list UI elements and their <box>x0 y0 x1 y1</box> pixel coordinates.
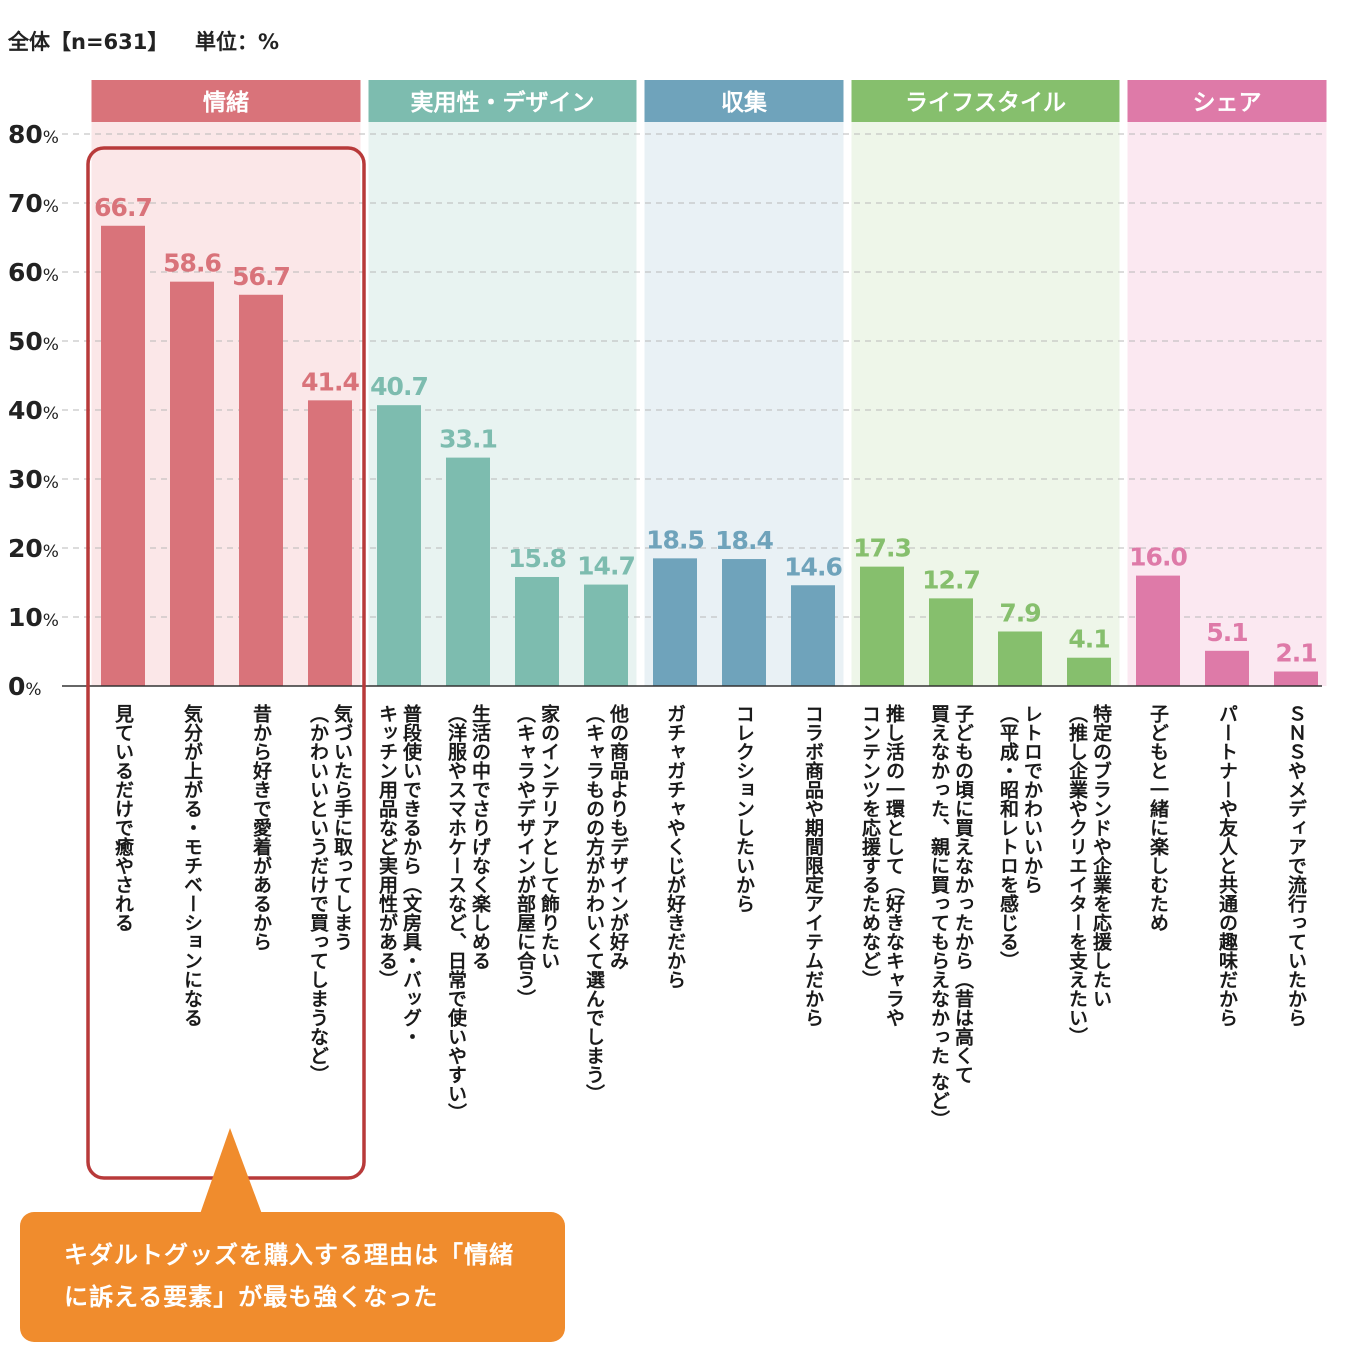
category-label: 他の商品よりもデザインが好み <box>607 703 630 970</box>
callout-pointer <box>200 1128 262 1214</box>
bar <box>929 598 973 686</box>
group-header <box>1127 80 1327 122</box>
category-label: パートナーや友人と共通の趣味だから <box>1216 704 1239 1027</box>
category-label: 気づいたら手に取ってしまう <box>331 703 353 951</box>
value-label: 18.4 <box>715 526 773 555</box>
value-label: 12.7 <box>922 565 980 594</box>
y-tick-label: 30% <box>8 465 59 494</box>
category-label: ガチャガチャやくじが好きだから <box>664 704 687 989</box>
bar <box>170 281 214 686</box>
group-header-label: 実用性・デザイン <box>411 89 595 116</box>
group-header <box>851 80 1120 122</box>
group-header <box>91 80 361 122</box>
category-label: 生活の中でさりげなく楽しめる <box>469 703 491 970</box>
value-label: 56.7 <box>232 262 290 291</box>
category-label: 普段使いできるから（文房具・バッグ・ <box>400 703 423 1046</box>
category-label: （かわいいというだけで買ってしまうなど） <box>307 704 329 1084</box>
value-label: 14.6 <box>784 552 842 581</box>
bar <box>308 400 352 686</box>
bar <box>1205 650 1249 686</box>
bar <box>515 576 559 686</box>
group-header <box>644 80 844 122</box>
chart-meta: 全体【n=631】 単位：% <box>8 26 279 56</box>
bar <box>860 566 904 686</box>
value-label: 17.3 <box>853 534 911 563</box>
bar <box>722 559 766 686</box>
category-label: レトロでかわいいから <box>1021 704 1043 894</box>
value-label: 14.7 <box>577 552 635 581</box>
value-label: 41.4 <box>301 367 359 396</box>
sample-size-label: 全体【n=631】 <box>8 30 169 54</box>
callout-line-2: に訴える要素」が最も強くなった <box>64 1283 439 1311</box>
category-label: 見ているだけで癒やされる <box>112 704 134 932</box>
bar <box>446 457 490 686</box>
category-label: コラボ商品や期間限定アイテムだから <box>802 704 824 1027</box>
y-tick-label: 80% <box>8 120 59 149</box>
category-label: （推し企業やクリエイターを支えたい） <box>1066 704 1089 1046</box>
unit-label: 単位：% <box>195 30 280 54</box>
bar <box>377 405 421 686</box>
value-label: 16.0 <box>1129 543 1187 572</box>
category-label: （キャラやデザインが部屋に合う） <box>514 704 536 1008</box>
value-label: 66.7 <box>94 193 152 222</box>
group-header-label: 情緒 <box>203 89 249 116</box>
value-label: 18.5 <box>646 525 704 554</box>
category-label: ＳＮＳやメディアで流行っていたから <box>1285 704 1308 1027</box>
value-label: 4.1 <box>1068 625 1109 654</box>
group-header-label: ライフスタイル <box>905 90 1066 116</box>
y-tick-label: 10% <box>8 603 59 632</box>
bar <box>1067 657 1111 686</box>
bar <box>584 584 628 686</box>
y-tick-label: 50% <box>8 327 59 356</box>
category-label: 昔から好きで愛着があるから <box>250 704 273 951</box>
bar <box>1274 671 1318 686</box>
category-label: （キャラものの方がかわいくて選んでしまう） <box>583 704 605 1103</box>
category-label: 家のインテリアとして飾りたい <box>538 703 560 970</box>
group-header-label: 収集 <box>721 89 768 116</box>
bar <box>1136 575 1180 686</box>
bar <box>239 294 283 686</box>
bar <box>101 225 145 686</box>
value-label: 33.1 <box>439 425 497 454</box>
group-header-label: シェア <box>1193 90 1262 116</box>
group-header <box>368 80 637 122</box>
value-label: 15.8 <box>508 544 566 573</box>
callout-box: キダルトグッズを購入する理由は「情緒 に訴える要素」が最も強くなった <box>20 1212 565 1342</box>
category-label: キッチン用品など実用性がある） <box>376 704 398 989</box>
y-tick-label: 0% <box>8 672 42 701</box>
category-label: （平成・昭和レトロを感じる） <box>997 704 1019 970</box>
category-label: （洋服やスマホケースなど、日常で使いやすい） <box>445 704 468 1122</box>
value-label: 58.6 <box>163 249 221 278</box>
bar <box>998 631 1042 686</box>
value-label: 2.1 <box>1275 639 1316 668</box>
y-tick-label: 20% <box>8 534 59 563</box>
y-tick-label: 40% <box>8 396 59 425</box>
bar <box>791 585 835 686</box>
category-label: 特定のブランドや企業を応援したい <box>1090 704 1113 1008</box>
value-label: 7.9 <box>999 598 1040 627</box>
category-label: 子どもと一緒に楽しむため <box>1147 704 1169 932</box>
category-label: 推し活の一環として（好きなキャラや <box>883 703 906 1027</box>
y-tick-label: 70% <box>8 189 59 218</box>
value-label: 5.1 <box>1206 618 1247 647</box>
category-label: コレクションしたいから <box>733 704 755 913</box>
category-label: 子どもの頃に買えなかったから（昔は高くて <box>952 704 974 1084</box>
callout-line-1: キダルトグッズを購入する理由は「情緒 <box>64 1241 514 1269</box>
bar <box>653 558 697 686</box>
category-label: 気分が上がる・モチベーションになる <box>181 703 203 1027</box>
y-tick-label: 60% <box>8 258 59 287</box>
category-label: コンテンツを応援するためなど） <box>859 704 881 989</box>
category-label: 買えなかった、親に買ってもらえなかった など） <box>928 704 950 1129</box>
value-label: 40.7 <box>370 372 428 401</box>
